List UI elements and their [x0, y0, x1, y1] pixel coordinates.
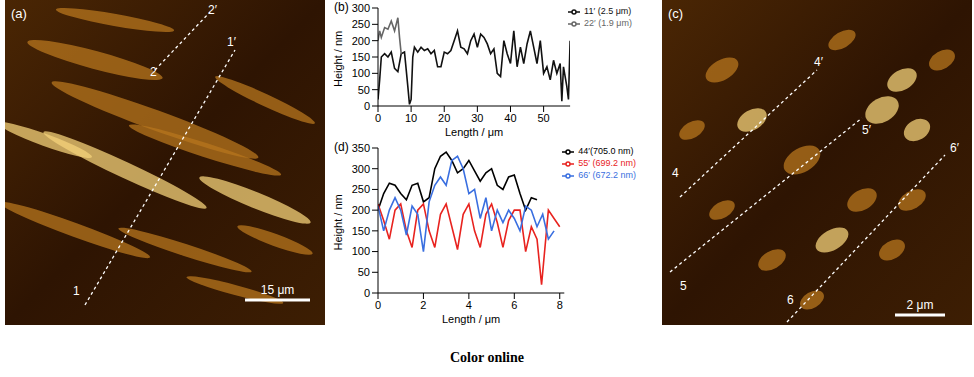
svg-text:Length / μm: Length / μm	[445, 126, 503, 138]
svg-text:250: 250	[352, 18, 370, 30]
svg-text:50: 50	[358, 84, 370, 96]
svg-text:150: 150	[352, 225, 370, 237]
svg-text:40: 40	[504, 112, 516, 124]
html-text:11′ (2.5 μm): 11′ (2.5 μm)	[584, 6, 632, 17]
html-text:22′ (1.9 μm): 22′ (1.9 μm)	[584, 18, 632, 29]
svg-text:Height / nm: Height / nm	[332, 31, 344, 87]
html-text:(d): (d)	[334, 140, 349, 154]
svg-text:200: 200	[352, 204, 370, 216]
svg-text:300: 300	[352, 163, 370, 175]
svg-text:6′: 6′	[950, 141, 960, 155]
svg-text:1: 1	[73, 284, 80, 298]
svg-text:0: 0	[375, 112, 381, 124]
svg-text:4′: 4′	[814, 55, 824, 69]
svg-text:150: 150	[352, 51, 370, 63]
svg-text:250: 250	[352, 183, 370, 195]
html-text:(b): (b)	[334, 0, 349, 14]
svg-text:50: 50	[537, 112, 549, 124]
svg-text:8: 8	[557, 299, 563, 311]
svg-text:5′: 5′	[862, 123, 872, 137]
svg-text:1′: 1′	[227, 35, 237, 49]
svg-text:200: 200	[352, 35, 370, 47]
svg-text:2′: 2′	[208, 3, 218, 17]
svg-text:100: 100	[352, 245, 370, 257]
svg-text:300: 300	[352, 2, 370, 14]
svg-text:20: 20	[438, 112, 450, 124]
svg-text:0: 0	[364, 287, 370, 299]
svg-text:6: 6	[511, 299, 517, 311]
svg-text:2: 2	[420, 299, 426, 311]
svg-text:15 μm: 15 μm	[261, 283, 295, 297]
svg-text:4: 4	[672, 166, 679, 180]
html-text:Color online: Color online	[450, 350, 524, 365]
svg-text:50: 50	[358, 266, 370, 278]
svg-text:2 μm: 2 μm	[907, 298, 934, 312]
svg-text:350: 350	[352, 142, 370, 154]
svg-text:6: 6	[787, 293, 794, 307]
svg-text:100: 100	[352, 67, 370, 79]
svg-text:5: 5	[680, 279, 687, 293]
html-text:66′ (672.2 nm): 66′ (672.2 nm)	[578, 170, 636, 181]
svg-text:Length / μm: Length / μm	[442, 313, 500, 325]
svg-text:(a): (a)	[11, 6, 27, 21]
svg-text:10: 10	[405, 112, 417, 124]
svg-text:(c): (c)	[668, 6, 683, 21]
svg-text:30: 30	[471, 112, 483, 124]
svg-text:4: 4	[466, 299, 472, 311]
svg-text:0: 0	[375, 299, 381, 311]
svg-text:0: 0	[364, 100, 370, 112]
html-text:44′(705.0 nm): 44′(705.0 nm)	[578, 146, 634, 157]
svg-text:Height / nm: Height / nm	[332, 194, 344, 250]
html-text:55′ (699.2 nm): 55′ (699.2 nm)	[578, 158, 636, 169]
svg-text:2: 2	[150, 65, 157, 79]
